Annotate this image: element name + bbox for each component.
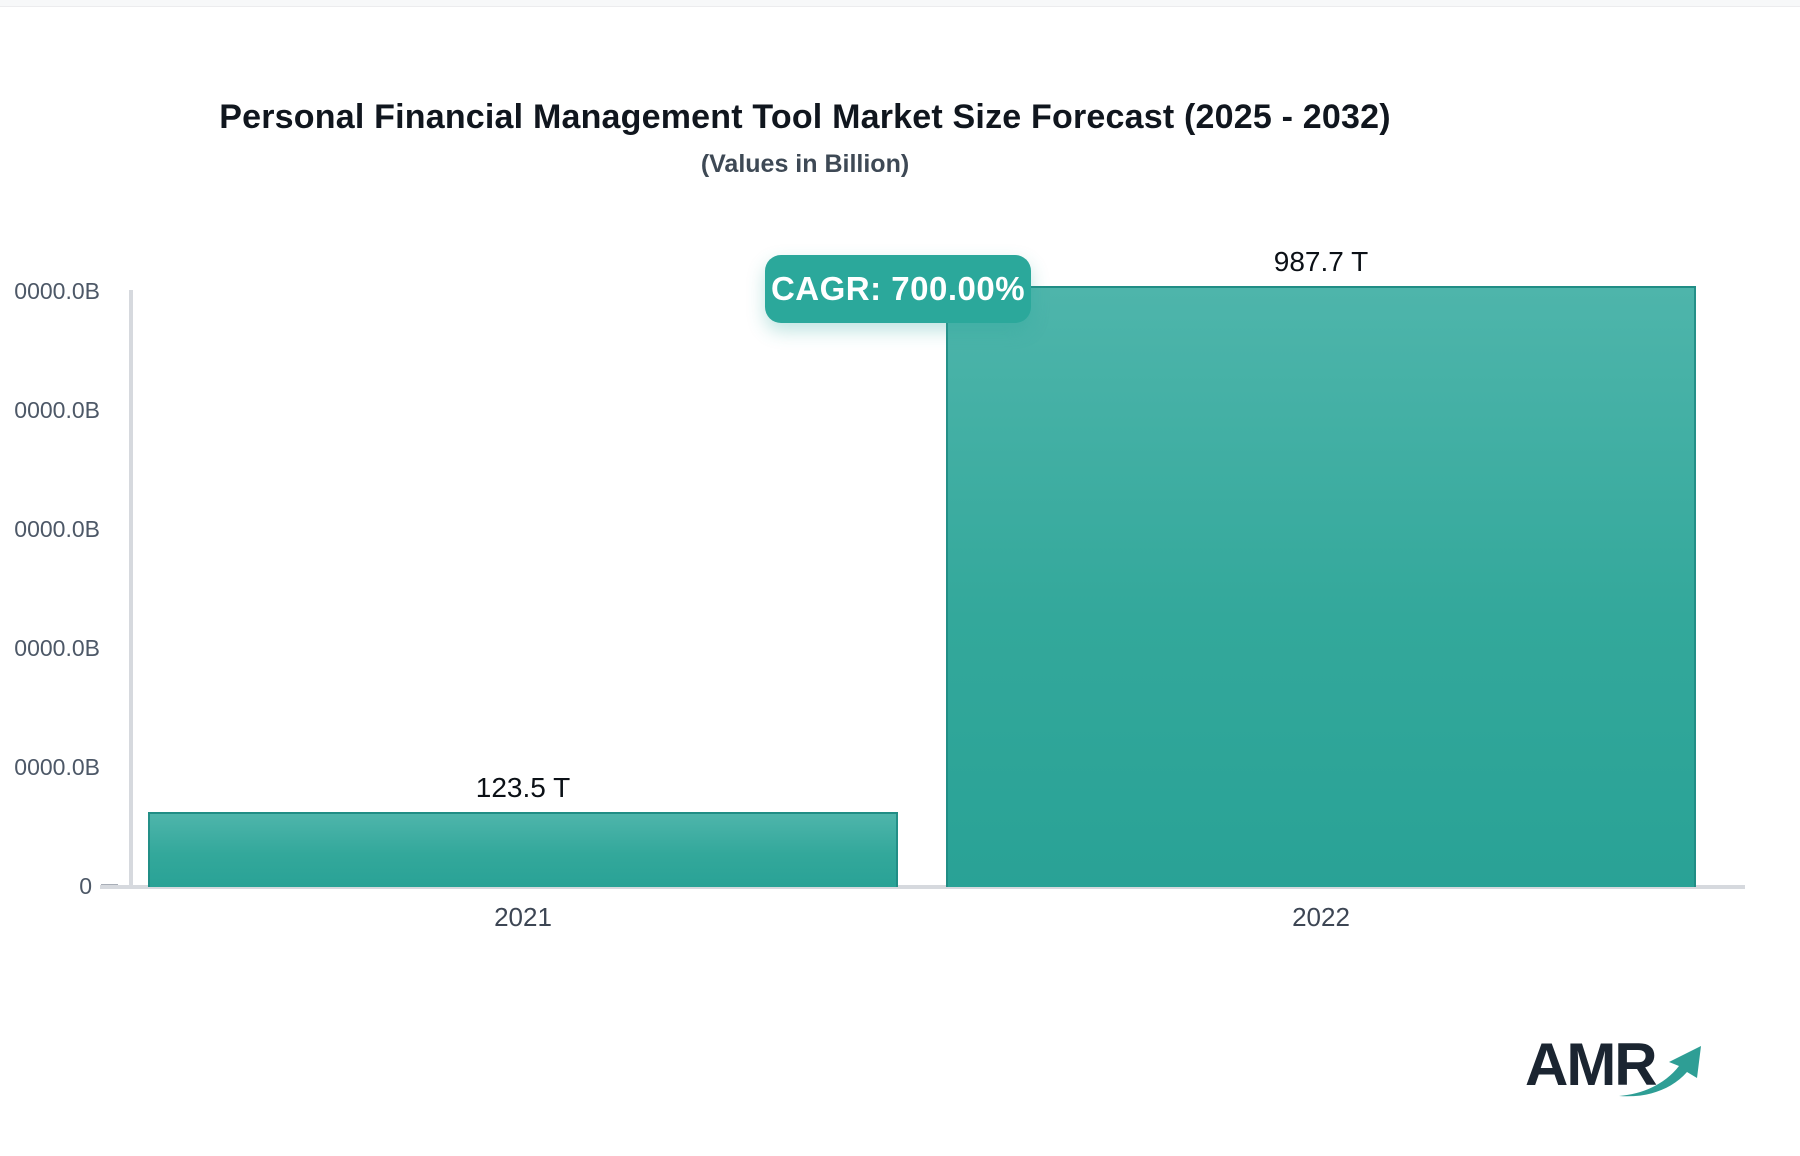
x-axis-label-2021: 2021 (494, 902, 552, 932)
amr-logo: AMR (1525, 1030, 1725, 1110)
y-axis-tick-label: 0000.0B (14, 754, 100, 780)
cagr-badge: CAGR: 700.00% (765, 255, 1031, 323)
y-axis-tick-label: 0000.0B (14, 635, 100, 661)
cagr-badge-text: CAGR: 700.00% (770, 270, 1026, 307)
y-axis-tick-label: 0000.0B (14, 516, 100, 542)
amr-logo-text: AMR (1525, 1031, 1658, 1098)
bar-value-label-2021: 123.5 T (475, 772, 571, 803)
top-border (0, 0, 1800, 7)
y-axis-line (129, 290, 133, 889)
x-axis-line (100, 885, 1745, 889)
bar-2022 (946, 286, 1696, 887)
bar-value-label-2022: 987.7 T (1273, 246, 1369, 277)
y-axis-tick-label: 0000.0B (14, 397, 100, 423)
chart-title: Personal Financial Management Tool Marke… (219, 98, 1391, 136)
growth-arrow-icon (1619, 1046, 1701, 1097)
x-axis-label-2022: 2022 (1292, 902, 1350, 932)
bar-2021 (148, 812, 898, 887)
y-axis-zero-label: 0 (79, 873, 92, 899)
chart-subtitle: (Values in Billion) (700, 150, 910, 178)
y-axis-tick-label: 0000.0B (14, 278, 100, 304)
